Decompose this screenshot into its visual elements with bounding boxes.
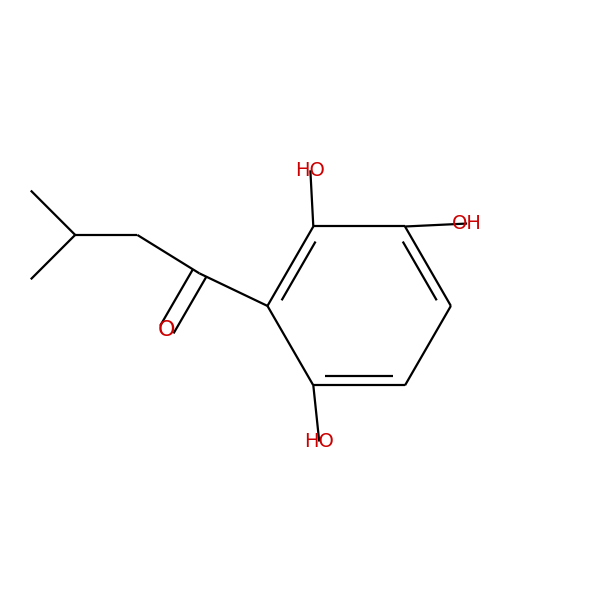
Text: HO: HO <box>295 161 325 180</box>
Text: OH: OH <box>452 214 482 233</box>
Text: O: O <box>158 320 176 340</box>
Text: HO: HO <box>304 432 334 451</box>
